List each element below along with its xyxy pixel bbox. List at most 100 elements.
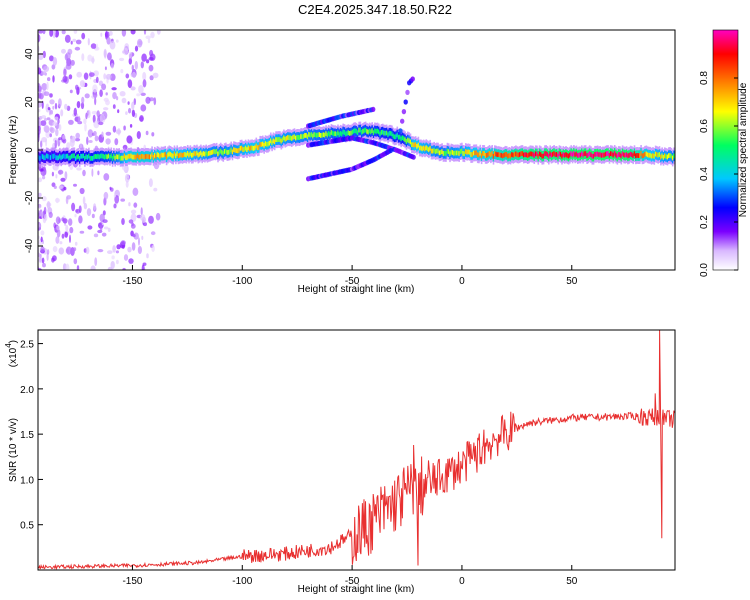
noise-blob xyxy=(110,261,115,269)
band-core xyxy=(49,155,52,160)
noise-blob xyxy=(112,104,116,109)
noise-blob xyxy=(46,249,50,255)
band-core xyxy=(167,152,169,158)
band-core xyxy=(210,150,213,155)
noise-blob xyxy=(130,223,136,229)
band-core xyxy=(451,150,454,155)
band-core xyxy=(453,150,455,156)
band-core xyxy=(530,151,533,157)
noise-blob xyxy=(87,129,94,138)
band-core xyxy=(84,156,86,161)
band-core xyxy=(99,153,102,159)
noise-blob xyxy=(73,30,78,34)
noise-blob xyxy=(131,64,134,71)
band-core xyxy=(436,148,438,154)
noise-blob xyxy=(151,245,155,252)
band-core xyxy=(275,137,277,143)
noise-blob xyxy=(60,177,66,182)
band-core xyxy=(470,152,472,157)
noise-blob xyxy=(82,81,85,88)
noise-blob xyxy=(57,169,64,175)
band-core xyxy=(47,153,49,159)
band-core xyxy=(570,151,572,156)
band-core xyxy=(620,153,623,159)
band-core xyxy=(598,152,600,158)
band-core xyxy=(596,151,599,157)
band-core xyxy=(374,128,376,134)
band-core xyxy=(376,128,379,134)
band-core xyxy=(266,141,268,147)
snr-ylabel: SNR (10 * v/v) xyxy=(8,418,19,482)
noise-blob xyxy=(151,132,155,137)
band-core xyxy=(173,151,176,157)
band-core xyxy=(39,156,41,161)
noise-blob xyxy=(155,212,161,221)
noise-blob xyxy=(92,114,96,124)
noise-blob xyxy=(152,72,159,79)
band-core xyxy=(364,127,367,133)
noise-blob xyxy=(73,258,78,265)
band-core xyxy=(164,151,167,157)
band-core xyxy=(254,145,256,151)
band-core xyxy=(142,154,144,159)
band-core xyxy=(334,131,337,137)
band-core xyxy=(331,130,334,136)
band-core xyxy=(495,151,497,157)
band-core xyxy=(118,154,120,159)
band-core xyxy=(594,151,596,157)
noise-blob xyxy=(92,84,98,93)
band-core xyxy=(180,152,182,158)
x-tick-label: -150 xyxy=(122,276,142,287)
snr-marks xyxy=(38,330,675,570)
noise-blob xyxy=(64,231,68,238)
noise-blob xyxy=(58,124,62,131)
y-tick-label: 0 xyxy=(24,147,35,153)
noise-blob xyxy=(68,218,73,226)
noise-blob xyxy=(75,209,79,213)
band-core xyxy=(397,134,400,140)
noise-blob xyxy=(81,53,85,61)
band-core xyxy=(366,128,368,134)
band-core xyxy=(656,152,658,157)
band-core xyxy=(409,139,412,145)
band-core xyxy=(492,153,495,159)
noise-blob xyxy=(65,196,69,205)
x-tick-label: -50 xyxy=(345,276,360,287)
band-core xyxy=(629,151,632,157)
band-core xyxy=(138,154,140,160)
band-core xyxy=(512,152,515,158)
noise-blob xyxy=(127,101,130,105)
noise-blob xyxy=(126,175,130,179)
noise-blob xyxy=(139,115,144,122)
noise-blob xyxy=(69,234,71,243)
band-core xyxy=(165,154,168,160)
noise-blob xyxy=(51,171,55,177)
noise-blob xyxy=(87,54,93,62)
band-core xyxy=(144,154,147,159)
noise-blob xyxy=(65,224,69,233)
noise-blob xyxy=(65,263,70,270)
band-core xyxy=(413,142,416,148)
noise-blob xyxy=(119,91,126,97)
noise-blob xyxy=(122,267,126,270)
noise-blob xyxy=(38,192,42,198)
band-core xyxy=(538,151,541,157)
noise-blob xyxy=(65,52,71,60)
band-core xyxy=(498,152,500,157)
band-core xyxy=(299,135,301,140)
noise-blob xyxy=(128,107,132,114)
band-core xyxy=(262,141,264,147)
band-core xyxy=(68,155,70,161)
noise-blob xyxy=(58,137,62,141)
band-core xyxy=(661,153,663,159)
band-core xyxy=(90,155,93,161)
noise-blob xyxy=(97,249,104,253)
noise-blob xyxy=(105,92,108,96)
noise-blob xyxy=(50,110,53,115)
band-core xyxy=(335,131,338,137)
band-core xyxy=(557,153,559,159)
band-core xyxy=(610,151,612,156)
noise-blob xyxy=(111,87,117,91)
band-core xyxy=(387,132,389,138)
band-core xyxy=(296,135,298,140)
